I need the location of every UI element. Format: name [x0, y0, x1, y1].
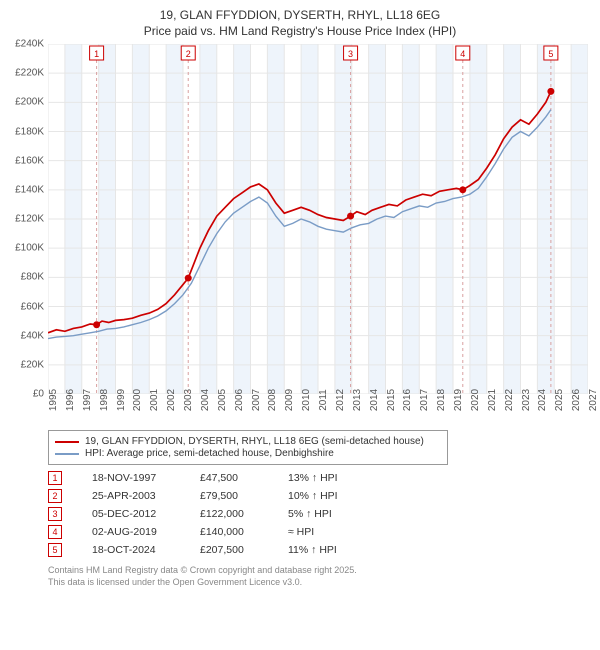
- sale-price: £47,500: [200, 472, 270, 484]
- y-tick-label: £180K: [8, 126, 44, 137]
- chart-container: 1 2 3 4 5 £0 £20K £40K £60K £80K £100K £120K £140K £…: [8, 44, 592, 424]
- sale-price: £79,500: [200, 490, 270, 502]
- svg-text:5: 5: [548, 49, 553, 59]
- svg-text:2: 2: [186, 49, 191, 59]
- y-tick-label: £80K: [8, 272, 44, 283]
- legend-swatch-hpi: [55, 453, 79, 455]
- sale-date: 02-AUG-2019: [92, 526, 182, 538]
- y-tick-label: £160K: [8, 155, 44, 166]
- sale-delta: ≈ HPI: [288, 526, 368, 538]
- sale-date: 25-APR-2003: [92, 490, 182, 502]
- x-tick-label: 2027: [588, 389, 600, 411]
- sale-delta: 5% ↑ HPI: [288, 508, 368, 520]
- legend-swatch-price-paid: [55, 441, 79, 443]
- sale-date: 18-OCT-2024: [92, 544, 182, 556]
- legend-item-price-paid: 19, GLAN FFYDDION, DYSERTH, RHYL, LL18 6…: [55, 436, 441, 447]
- sale-date: 18-NOV-1997: [92, 472, 182, 484]
- chart-title-line1: 19, GLAN FFYDDION, DYSERTH, RHYL, LL18 6…: [8, 8, 592, 22]
- sale-row: 5 18-OCT-2024 £207,500 11% ↑ HPI: [48, 543, 592, 557]
- sale-delta: 13% ↑ HPI: [288, 472, 368, 484]
- svg-text:1: 1: [94, 49, 99, 59]
- sale-marker-icon: 4: [48, 525, 62, 539]
- svg-text:4: 4: [460, 49, 465, 59]
- chart-title-line2: Price paid vs. HM Land Registry's House …: [8, 24, 592, 38]
- sale-price: £140,000: [200, 526, 270, 538]
- sale-row: 3 05-DEC-2012 £122,000 5% ↑ HPI: [48, 507, 592, 521]
- sale-price: £207,500: [200, 544, 270, 556]
- sale-price: £122,000: [200, 508, 270, 520]
- sale-row: 4 02-AUG-2019 £140,000 ≈ HPI: [48, 525, 592, 539]
- sale-row: 2 25-APR-2003 £79,500 10% ↑ HPI: [48, 489, 592, 503]
- svg-text:3: 3: [348, 49, 353, 59]
- legend-box: 19, GLAN FFYDDION, DYSERTH, RHYL, LL18 6…: [48, 430, 448, 465]
- y-tick-label: £20K: [8, 359, 44, 370]
- y-tick-label: £100K: [8, 243, 44, 254]
- sale-marker-icon: 3: [48, 507, 62, 521]
- y-tick-label: £0: [8, 389, 44, 400]
- sale-marker-icon: 1: [48, 471, 62, 485]
- sale-delta: 11% ↑ HPI: [288, 544, 368, 556]
- sale-row: 1 18-NOV-1997 £47,500 13% ↑ HPI: [48, 471, 592, 485]
- y-tick-label: £140K: [8, 184, 44, 195]
- footer-line1: Contains HM Land Registry data © Crown c…: [48, 565, 592, 577]
- footer-line2: This data is licensed under the Open Gov…: [48, 577, 592, 589]
- chart-svg: 1 2 3 4 5: [48, 44, 588, 394]
- y-tick-label: £240K: [8, 39, 44, 50]
- y-tick-label: £60K: [8, 301, 44, 312]
- y-tick-label: £120K: [8, 214, 44, 225]
- y-tick-label: £220K: [8, 68, 44, 79]
- sales-table: 1 18-NOV-1997 £47,500 13% ↑ HPI 2 25-APR-2003…: [48, 471, 592, 557]
- legend-item-hpi: HPI: Average price, semi-detached house,…: [55, 448, 441, 459]
- y-tick-label: £200K: [8, 97, 44, 108]
- sale-delta: 10% ↑ HPI: [288, 490, 368, 502]
- sale-marker-icon: 5: [48, 543, 62, 557]
- footer-attribution: Contains HM Land Registry data © Crown c…: [48, 565, 592, 588]
- sale-marker-icon: 2: [48, 489, 62, 503]
- sale-date: 05-DEC-2012: [92, 508, 182, 520]
- y-tick-label: £40K: [8, 330, 44, 341]
- legend-label-price-paid: 19, GLAN FFYDDION, DYSERTH, RHYL, LL18 6…: [85, 436, 424, 447]
- legend-label-hpi: HPI: Average price, semi-detached house,…: [85, 448, 334, 459]
